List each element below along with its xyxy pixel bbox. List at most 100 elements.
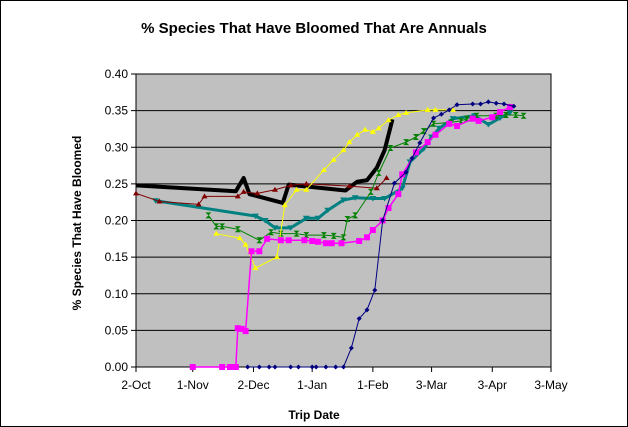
data-point xyxy=(281,202,288,208)
y-tick-label: 0.15 xyxy=(105,250,129,264)
data-point xyxy=(303,180,310,186)
data-point xyxy=(301,237,308,244)
y-tick-label: 0.20 xyxy=(105,214,129,228)
data-point xyxy=(232,364,239,370)
data-point xyxy=(346,183,353,189)
data-point xyxy=(234,226,241,233)
data-point xyxy=(266,364,272,370)
data-point xyxy=(320,166,327,172)
data-point xyxy=(385,117,392,123)
y-tick-label: 0.30 xyxy=(105,140,129,154)
data-point xyxy=(271,225,279,231)
data-point xyxy=(268,229,275,236)
data-point xyxy=(340,197,347,203)
data-point xyxy=(226,364,233,370)
data-point xyxy=(424,139,431,146)
y-tick-label: 0.35 xyxy=(105,104,129,118)
data-point xyxy=(341,364,346,370)
data-point xyxy=(372,287,378,293)
data-point xyxy=(313,364,319,370)
data-point xyxy=(446,107,452,113)
data-point xyxy=(484,122,492,128)
data-point xyxy=(424,106,431,112)
data-point xyxy=(340,234,347,241)
data-point xyxy=(302,215,310,222)
data-point xyxy=(432,106,439,112)
data-point xyxy=(399,171,406,178)
series-line xyxy=(216,109,454,269)
data-point xyxy=(493,100,499,106)
series-group xyxy=(133,99,527,370)
data-point xyxy=(520,112,527,119)
x-tick-label: 2-Oct xyxy=(121,378,151,392)
data-point xyxy=(248,248,255,255)
data-point xyxy=(293,186,300,192)
data-point xyxy=(240,188,247,194)
data-point xyxy=(381,196,389,202)
data-point xyxy=(403,109,410,115)
series-6 xyxy=(245,99,517,370)
y-tick-label: 0.05 xyxy=(105,323,129,337)
data-point xyxy=(403,139,410,146)
data-point xyxy=(219,223,226,230)
x-tick-label: 3-Apr xyxy=(478,378,507,392)
series-line xyxy=(155,111,511,230)
x-tick-label: 1-Jan xyxy=(297,378,327,392)
data-point xyxy=(362,126,369,132)
data-point xyxy=(323,364,329,370)
data-point xyxy=(273,254,280,260)
series-line xyxy=(135,118,395,205)
data-point xyxy=(256,248,263,255)
data-point xyxy=(412,149,419,156)
data-point xyxy=(213,230,220,236)
data-point xyxy=(352,212,359,219)
series-4 xyxy=(213,106,457,271)
data-point xyxy=(133,190,139,196)
data-point xyxy=(309,238,316,245)
data-point xyxy=(363,234,370,241)
y-tick-label: 0.40 xyxy=(105,67,129,81)
data-point xyxy=(287,225,295,231)
data-point xyxy=(303,232,310,239)
data-point xyxy=(369,227,376,234)
data-point xyxy=(236,235,243,241)
data-point xyxy=(344,216,351,223)
x-tick-label: 2-Dec xyxy=(237,378,269,392)
data-point xyxy=(351,195,359,201)
data-point xyxy=(219,364,226,370)
data-point xyxy=(469,115,476,122)
data-point xyxy=(287,182,294,188)
series-2 xyxy=(133,175,390,207)
data-point xyxy=(338,240,345,247)
data-point xyxy=(234,325,241,332)
x-tick-label: 1-Feb xyxy=(357,378,389,392)
data-point xyxy=(245,364,251,370)
data-point xyxy=(457,117,464,124)
chart-title: % Species That Have Bloomed That Are Ann… xyxy=(141,20,487,37)
y-tick-label: 0.25 xyxy=(105,177,129,191)
data-point xyxy=(256,237,263,244)
data-point xyxy=(348,345,354,351)
data-point xyxy=(356,316,362,322)
series-5 xyxy=(189,103,513,370)
data-point xyxy=(512,112,519,119)
data-point xyxy=(271,186,278,192)
data-point xyxy=(205,212,212,219)
data-point xyxy=(478,101,484,107)
data-point xyxy=(506,103,513,110)
data-point xyxy=(234,193,241,199)
data-point xyxy=(501,101,507,107)
data-point xyxy=(450,106,457,112)
data-point xyxy=(506,110,514,116)
data-point xyxy=(373,185,380,191)
data-point xyxy=(285,237,292,244)
data-point xyxy=(189,364,196,370)
data-point xyxy=(251,213,259,220)
data-point xyxy=(330,232,337,239)
data-point xyxy=(395,191,402,198)
data-point xyxy=(322,240,329,247)
y-tick-label: 0.10 xyxy=(105,287,129,301)
data-point xyxy=(315,238,322,245)
